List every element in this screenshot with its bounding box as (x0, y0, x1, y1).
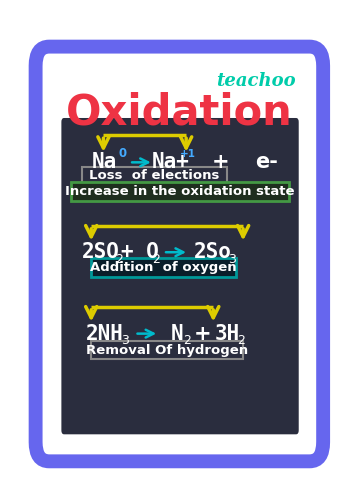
FancyBboxPatch shape (61, 118, 299, 434)
Text: 2: 2 (115, 253, 123, 266)
Text: teachoo: teachoo (216, 72, 296, 90)
FancyBboxPatch shape (91, 341, 243, 360)
Text: 2: 2 (183, 334, 191, 347)
Text: Addition  of oxygen: Addition of oxygen (90, 261, 237, 274)
FancyBboxPatch shape (36, 47, 323, 461)
Text: Oxidation: Oxidation (66, 91, 293, 133)
Text: Loss  of elections: Loss of elections (89, 169, 219, 182)
Text: 0: 0 (119, 147, 127, 160)
Text: +: + (211, 152, 229, 172)
Text: Na+: Na+ (152, 152, 190, 172)
Text: 2So: 2So (194, 242, 232, 262)
Text: 3H: 3H (214, 324, 239, 344)
Text: 2: 2 (237, 334, 245, 347)
FancyBboxPatch shape (71, 182, 289, 200)
Text: Removal Of hydrogen: Removal Of hydrogen (86, 344, 248, 357)
FancyBboxPatch shape (91, 259, 236, 277)
Text: 2: 2 (152, 253, 160, 266)
Text: Na: Na (92, 152, 117, 172)
Text: 3: 3 (121, 334, 128, 347)
Text: Increase in the oxidation state: Increase in the oxidation state (65, 185, 295, 198)
Text: +1: +1 (180, 149, 196, 159)
Text: 3: 3 (228, 253, 236, 266)
Text: 2SO: 2SO (82, 242, 120, 262)
Text: +: + (194, 324, 211, 344)
FancyBboxPatch shape (82, 167, 227, 185)
Text: e-: e- (255, 152, 278, 172)
Text: 2NH: 2NH (86, 324, 124, 344)
Text: + O: + O (121, 242, 159, 262)
Text: N: N (170, 324, 183, 344)
